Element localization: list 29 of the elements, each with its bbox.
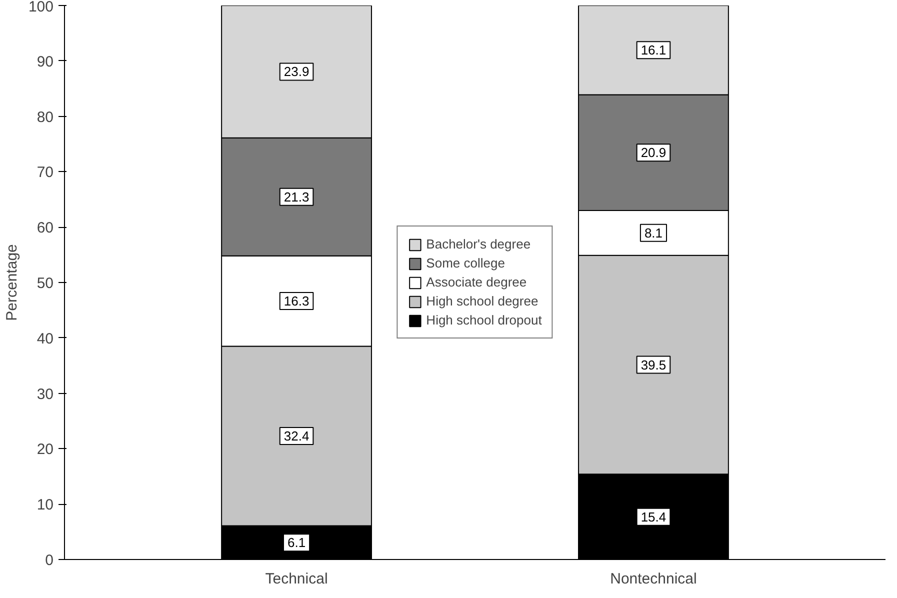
y-tick-label: 70: [36, 164, 54, 182]
data-label: 8.1: [644, 225, 663, 240]
y-tick-label: 60: [36, 220, 54, 237]
y-tick-label: 50: [36, 275, 54, 292]
data-label: 16.1: [640, 42, 666, 58]
y-tick-label: 40: [36, 330, 54, 348]
y-tick-label: 80: [36, 108, 54, 126]
data-label: 32.4: [284, 428, 310, 444]
y-tick-label: 100: [28, 0, 54, 16]
y-tick-label: 0: [45, 552, 54, 569]
y-tick-label: 10: [36, 496, 54, 514]
data-label: 20.9: [640, 145, 666, 160]
data-label: 39.5: [640, 357, 666, 372]
legend-label: High school degree: [426, 294, 538, 308]
legend-label: Associate degree: [426, 274, 527, 290]
data-label: 21.3: [284, 189, 310, 204]
y-tick-label: 30: [36, 386, 54, 403]
data-label: 15.4: [640, 509, 666, 524]
legend-label: Bachelor's degree: [426, 236, 531, 252]
legend-label: High school dropout: [426, 312, 542, 328]
data-label: 16.3: [284, 294, 310, 309]
x-tick-label: Technical: [265, 570, 328, 588]
legend-label: Some college: [426, 256, 505, 270]
data-label: 23.9: [284, 64, 310, 80]
y-tick-label: 20: [36, 441, 54, 458]
y-tick-label: 90: [36, 53, 54, 70]
y-axis-title: Percentage: [3, 244, 20, 321]
data-label: 6.1: [287, 535, 306, 550]
x-tick-label: Nontechnical: [610, 570, 697, 588]
